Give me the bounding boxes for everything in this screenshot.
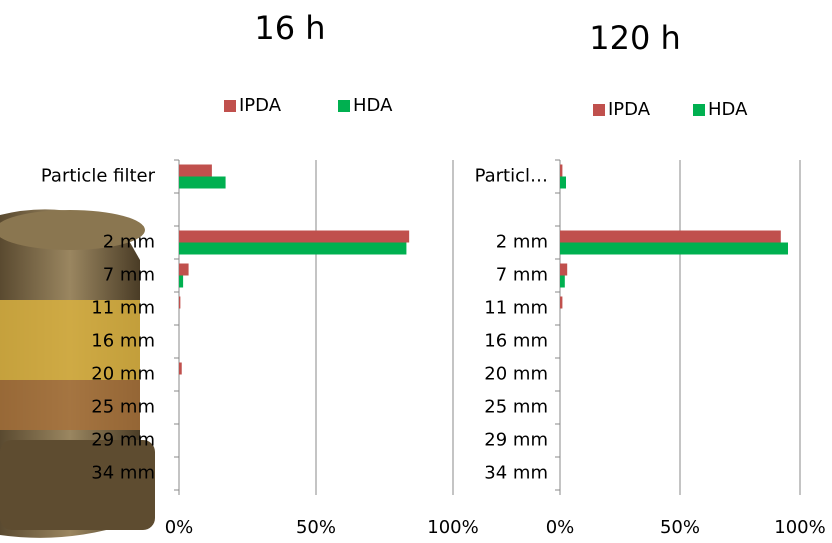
legend-swatch — [693, 104, 705, 116]
y-tick-label: 20 mm — [484, 364, 548, 385]
bar — [560, 243, 788, 255]
y-tick-label: 25 mm — [91, 397, 155, 418]
bar — [179, 165, 212, 177]
y-tick-label: 16 mm — [484, 331, 548, 352]
bar — [179, 231, 409, 243]
legend-swatch — [593, 104, 605, 116]
bar — [179, 297, 180, 309]
y-tick-label: 16 mm — [91, 331, 155, 352]
y-tick-label: 29 mm — [484, 430, 548, 451]
y-tick-label: 11 mm — [484, 298, 548, 319]
y-tick-label: 7 mm — [496, 265, 548, 286]
bar — [179, 177, 226, 189]
bar — [560, 276, 565, 288]
legend-swatch — [224, 100, 236, 112]
bar — [560, 297, 562, 309]
legend-swatch — [338, 100, 350, 112]
x-tick-label: 50% — [660, 517, 700, 538]
y-tick-label: 29 mm — [91, 430, 155, 451]
page: 16 h IPDA HDA 0% 50% 100% Particle filter 2 mm 7… — [0, 0, 832, 543]
legend-label: HDA — [353, 95, 393, 116]
bar — [560, 231, 781, 243]
y-tick-label: 34 mm — [484, 463, 548, 484]
bar — [560, 177, 566, 189]
y-tick-label: Particl… — [475, 166, 548, 187]
legend-label: IPDA — [239, 95, 282, 116]
legend-label: HDA — [708, 99, 748, 120]
bar — [179, 243, 406, 255]
y-tick-label: 34 mm — [91, 463, 155, 484]
y-tick-label: 7 mm — [103, 265, 155, 286]
x-tick-label: 0% — [165, 517, 194, 538]
y-tick-label: 2 mm — [496, 232, 548, 253]
bar — [560, 165, 562, 177]
bar — [560, 264, 567, 276]
y-tick-label: 20 mm — [91, 364, 155, 385]
y-tick-label: 11 mm — [91, 298, 155, 319]
x-tick-label: 100% — [427, 517, 478, 538]
x-tick-label: 0% — [546, 517, 575, 538]
x-tick-label: 100% — [774, 517, 825, 538]
chart-title: 16 h — [254, 9, 325, 47]
y-tick-label: 25 mm — [484, 397, 548, 418]
x-tick-label: 50% — [296, 517, 336, 538]
bar — [179, 363, 182, 375]
legend-label: IPDA — [608, 99, 651, 120]
y-tick-label: Particle filter — [41, 166, 156, 187]
bar — [179, 264, 189, 276]
bar — [179, 276, 183, 288]
chart-title: 120 h — [589, 19, 681, 57]
y-tick-label: 2 mm — [103, 232, 155, 253]
